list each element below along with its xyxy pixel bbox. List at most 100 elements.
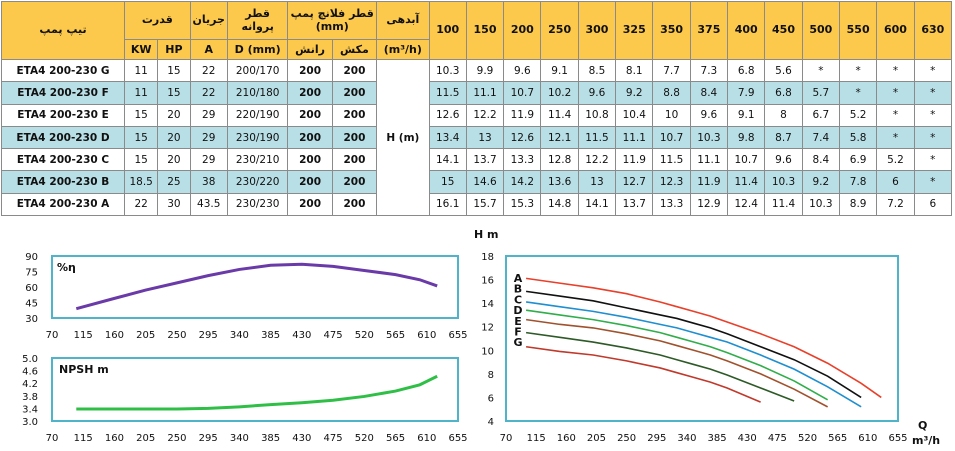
table-cell: 230/230 [226, 192, 289, 217]
header-flow-value: 630 [913, 1, 953, 60]
q-axis-label: Q [918, 419, 927, 432]
table-cell: 7.3 [689, 58, 729, 83]
table-cell: 6 [913, 192, 953, 217]
x-tick-label: 250 [167, 330, 186, 341]
x-tick-label: 160 [557, 433, 576, 444]
x-tick-label: 250 [617, 433, 636, 444]
table-cell: 8.8 [652, 81, 691, 105]
spec-table: تیپ پمپ قدرت جریان قطر پروانه قطر فلانچ … [0, 1, 953, 217]
table-cell: 9.6 [764, 148, 803, 172]
table-cell: ETA4 200-230 B [0, 170, 126, 194]
table-cell: 13 [465, 125, 505, 150]
table-cell: 20 [157, 125, 191, 150]
x-tick-label: 520 [798, 433, 817, 444]
table-cell: 38 [189, 170, 228, 194]
table-cell: 20 [157, 148, 191, 172]
curve-letter-g: G [513, 336, 522, 349]
table-cell: 200 [331, 58, 378, 83]
x-tick-label: 655 [888, 433, 907, 444]
x-tick-label: 205 [136, 433, 155, 444]
x-tick-label: 430 [292, 433, 311, 444]
npsh-chart-frame [51, 357, 459, 422]
table-cell: ETA4 200-230 C [0, 148, 126, 172]
header-suction: مکش [331, 39, 378, 60]
table-cell: 200 [287, 125, 333, 150]
header-flow: آبدهی [376, 1, 430, 40]
table-cell: 11.5 [428, 81, 467, 105]
y-tick-label: 8 [488, 370, 494, 381]
table-body: ETA4 200-230 G 11 15 22 200/170 200 200 H (m) 10… [0, 58, 953, 217]
table-cell: 16.1 [428, 192, 467, 217]
x-tick-label: 160 [105, 330, 124, 341]
table-cell: 14.8 [540, 192, 579, 217]
table-cell: 8.4 [801, 148, 840, 172]
head-curve-b [525, 290, 862, 399]
table-cell: 29 [189, 125, 228, 150]
x-tick-label: 385 [261, 330, 280, 341]
x-tick-label: 115 [74, 330, 93, 341]
y-tick-label: 18 [481, 252, 494, 263]
head-chart-frame [505, 255, 899, 422]
table-cell: 200 [331, 170, 378, 194]
header-hp: HP [157, 39, 191, 60]
header-flow-value: 550 [838, 1, 878, 60]
x-tick-label: 250 [167, 433, 186, 444]
y-tick-label: 4.6 [22, 367, 38, 378]
header-flow-value: 325 [615, 1, 654, 60]
curve-letter-b: B [514, 283, 522, 296]
table-cell: 10.7 [503, 81, 542, 105]
table-cell: 7.4 [801, 125, 840, 150]
table-cell: 6.8 [727, 58, 766, 83]
x-tick-label: 610 [417, 433, 436, 444]
table-cell: 10.3 [689, 125, 729, 150]
table-cell: 11.4 [764, 192, 803, 217]
x-tick-label: 430 [292, 330, 311, 341]
y-tick-label: 30 [25, 314, 38, 325]
npsh-y-ticks: 5.0 4.64.2 3.83.4 3.0 [22, 354, 38, 428]
head-x-ticks: 70 115 160 205 250 295 340 385 430 475 520 565 610 65… [500, 433, 908, 444]
table-cell: 12.6 [428, 103, 467, 127]
y-tick-label: 45 [25, 299, 38, 310]
table-cell: 10.7 [652, 125, 691, 150]
table-cell: 13.3 [652, 192, 691, 217]
table-cell: 9.2 [615, 81, 654, 105]
y-tick-label: 4 [488, 417, 494, 428]
npsh-curve [76, 374, 438, 411]
y-tick-label: 10 [481, 346, 494, 357]
y-tick-label: 14 [481, 299, 494, 310]
table-cell: 200 [331, 103, 378, 127]
y-tick-label: 3.8 [22, 392, 38, 403]
table-cell: 15 [428, 170, 467, 194]
table-row: ETA4 200-230 F 11 15 22 210/180 200 200 11.5 11.… [0, 81, 953, 105]
head-unit-cell: H (m) [376, 58, 430, 217]
y-tick-label: 16 [481, 276, 494, 287]
table-cell: 10.3 [801, 192, 840, 217]
x-tick-label: 295 [199, 330, 218, 341]
header-discharge: رانش [287, 39, 333, 60]
header-model: تیپ پمپ [0, 1, 126, 60]
table-cell: 12.8 [540, 148, 579, 172]
table-row: ETA4 200-230 A 22 30 43.5 230/230 200 200 16.1 1… [0, 192, 953, 217]
npsh-x-ticks: 70 115 160 205 250 295 340 385 430 475 520 565 610 65… [46, 433, 468, 444]
x-tick-label: 520 [355, 330, 374, 341]
header-flow-value: 250 [540, 1, 579, 60]
table-row: ETA4 200-230 B 18.5 25 38 230/220 200 200 15 14.… [0, 170, 953, 194]
header-flange: قطر فلانچ پمپ (mm) [287, 1, 378, 40]
table-cell: 6 [876, 170, 915, 194]
table-cell: 6.8 [764, 81, 803, 105]
x-tick-label: 385 [708, 433, 727, 444]
table-cell: 11.1 [615, 125, 654, 150]
y-tick-label: 60 [25, 283, 38, 294]
table-cell: 30 [157, 192, 191, 217]
x-tick-label: 385 [261, 433, 280, 444]
table-cell: 43.5 [189, 192, 228, 217]
y-tick-label: 90 [25, 252, 38, 263]
y-tick-label: 6 [488, 393, 494, 404]
table-cell: 12.6 [503, 125, 542, 150]
x-tick-label: 340 [677, 433, 696, 444]
x-tick-label: 160 [105, 433, 124, 444]
table-cell: 6.7 [801, 103, 840, 127]
x-tick-label: 655 [448, 433, 467, 444]
table-cell: 9.8 [727, 125, 766, 150]
